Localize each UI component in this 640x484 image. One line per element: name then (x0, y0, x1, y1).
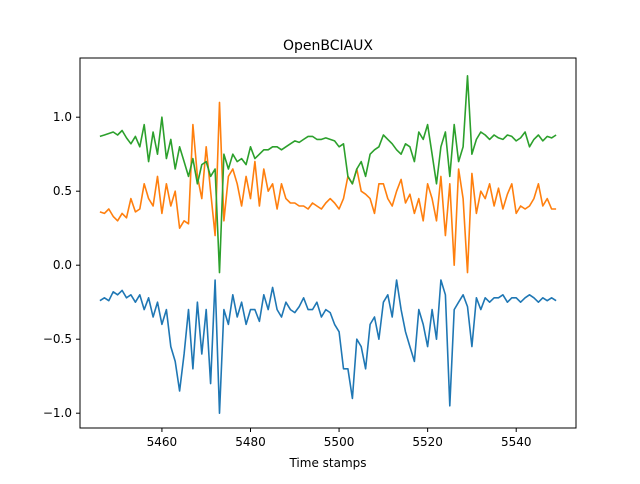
y-ticks: −1.0 −0.5 0.0 0.5 1.0 (43, 110, 80, 420)
y-tick-label: −1.0 (43, 406, 72, 420)
x-tick-label: 5540 (501, 435, 532, 449)
series-line-1 (99, 279, 557, 414)
x-tick-label: 5520 (412, 435, 443, 449)
x-tick-label: 5500 (324, 435, 355, 449)
x-tick-label: 5460 (147, 435, 178, 449)
series-layer (99, 75, 557, 414)
x-ticks: 5460 5480 5500 5520 5540 (147, 428, 532, 449)
series-line-3 (99, 75, 557, 274)
x-tick-label: 5480 (235, 435, 266, 449)
y-tick-label: 0.0 (53, 258, 72, 272)
chart-title: OpenBCIAUX (283, 38, 373, 54)
y-tick-label: 0.5 (53, 184, 72, 198)
x-axis-label: Time stamps (288, 456, 366, 470)
y-tick-label: 1.0 (53, 110, 72, 124)
y-tick-label: −0.5 (43, 332, 72, 346)
plot-frame (79, 57, 577, 429)
series-line-2 (99, 101, 557, 274)
